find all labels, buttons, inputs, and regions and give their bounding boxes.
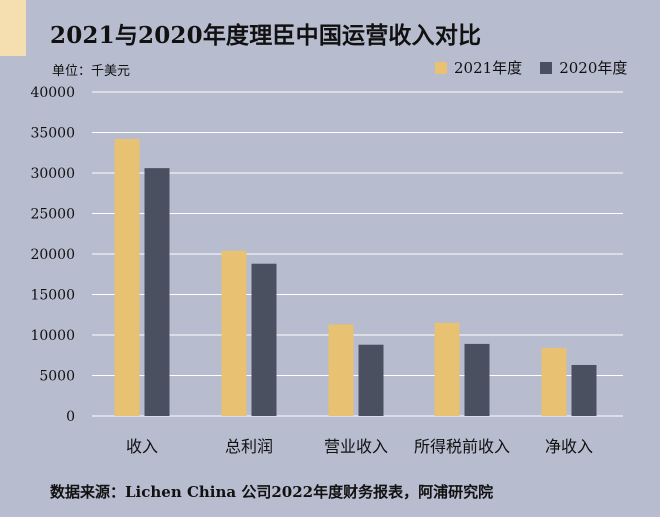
x-tick-label-4: 净收入 bbox=[545, 437, 593, 456]
bar-2020-3 bbox=[464, 343, 490, 416]
legend: 2021年度 2020年度 bbox=[435, 57, 627, 78]
y-tick-label-2: 10000 bbox=[30, 328, 75, 344]
bar-2020-0 bbox=[144, 168, 170, 416]
y-tick-label-6: 30000 bbox=[30, 166, 75, 182]
legend-item-2021: 2021年度 bbox=[435, 57, 522, 78]
bar-2021-1 bbox=[221, 250, 247, 416]
x-tick-label-1: 总利润 bbox=[225, 437, 273, 456]
legend-swatch-2020 bbox=[540, 61, 553, 74]
bar-2020-1 bbox=[251, 263, 277, 416]
bar-2021-4 bbox=[541, 347, 567, 416]
y-tick-label-5: 25000 bbox=[30, 207, 75, 223]
y-tick-label-3: 15000 bbox=[30, 288, 75, 304]
chart-title: 2021与2020年度理臣中国运营收入对比 bbox=[50, 22, 482, 49]
accent-block bbox=[0, 0, 26, 56]
legend-item-2020: 2020年度 bbox=[540, 57, 627, 78]
unit-label: 单位：千美元 bbox=[52, 64, 131, 79]
legend-label-2021: 2021年度 bbox=[454, 59, 523, 77]
y-tick-label-0: 0 bbox=[66, 409, 75, 425]
source-note: 数据来源：Lichen China 公司2022年度财务报表，阿浦研究院 bbox=[50, 483, 494, 501]
y-tick-label-1: 5000 bbox=[39, 369, 75, 385]
bar-2021-2 bbox=[328, 324, 354, 416]
y-tick-label-8: 40000 bbox=[30, 85, 75, 101]
bar-2021-0 bbox=[114, 138, 140, 417]
y-tick-label-7: 35000 bbox=[30, 126, 75, 142]
y-tick-label-4: 20000 bbox=[30, 247, 75, 263]
x-tick-label-2: 营业收入 bbox=[324, 437, 388, 456]
bar-2020-4 bbox=[571, 364, 597, 416]
x-tick-label-3: 所得税前收入 bbox=[414, 437, 510, 456]
legend-swatch-2021 bbox=[435, 61, 447, 74]
x-tick-label-0: 收入 bbox=[126, 437, 158, 456]
legend-label-2020: 2020年度 bbox=[559, 59, 628, 77]
bar-2020-2 bbox=[358, 344, 384, 416]
bar-2021-3 bbox=[434, 322, 460, 416]
